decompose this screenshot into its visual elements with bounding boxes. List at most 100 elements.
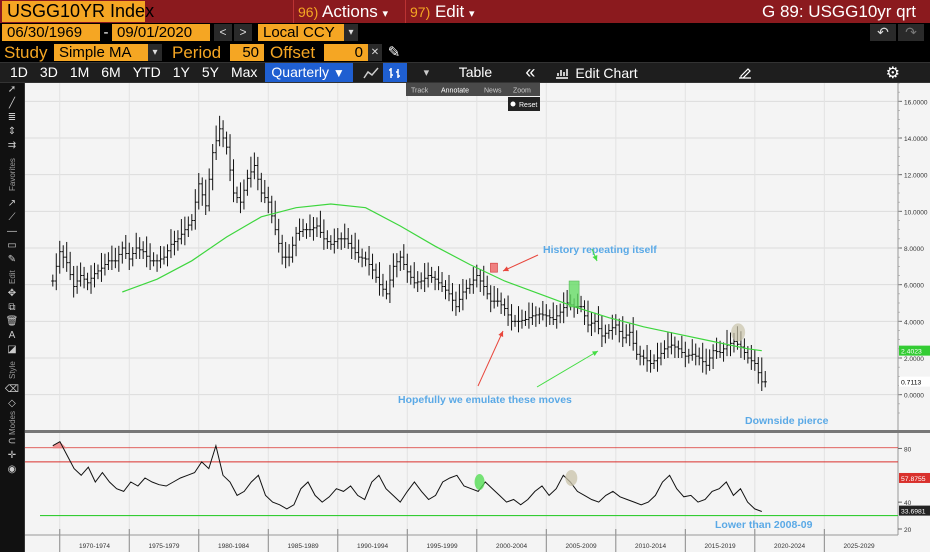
currency-select[interactable]: Local CCY	[258, 24, 344, 41]
chevron-down-icon[interactable]: ▾	[423, 67, 430, 79]
ray-tool-icon[interactable]: ↗	[7, 198, 17, 209]
annotate-tool[interactable]: Annotate	[441, 88, 469, 95]
x-axis: 1970-1974 1975-1979 1980-1984 1985-1989 1990…	[25, 529, 898, 552]
close-icon[interactable]: ✕	[368, 43, 382, 61]
grey-highlight-oval	[731, 323, 746, 342]
chart-tool-overlay: Track Annotate News Zoom Reset	[406, 83, 540, 111]
panel-divider	[25, 430, 930, 433]
undo-icon[interactable]: ↶	[870, 24, 896, 41]
frequency-select[interactable]: Quarterly ▼	[265, 63, 354, 82]
y-tick-label: 4.0000	[904, 319, 924, 326]
period-buttons: 1D 3D 1M 6M YTD 1Y 5Y Max	[4, 63, 263, 82]
x-tick-label: 2005-2009	[566, 543, 597, 550]
toolbar: 1D 3D 1M 6M YTD 1Y 5Y Max Quarterly ▼ ▾ Table «…	[0, 62, 930, 83]
rsi-upper-label: 57.8755	[901, 476, 926, 483]
pen-icon[interactable]: ✎	[387, 44, 401, 61]
study-bar: Study Simple MA ▾ Period 50 Offset 0 ✕ ✎	[0, 42, 930, 62]
rsi-series: 80 40 20	[25, 441, 912, 534]
annotation-text: Downside pierce	[745, 415, 829, 427]
period-button-1y[interactable]: 1Y	[172, 64, 190, 80]
hline-tool-icon[interactable]: —	[7, 226, 17, 237]
chart-tool-strip	[406, 83, 540, 96]
period-button-1d[interactable]: 1D	[10, 64, 28, 80]
measure-tool-icon[interactable]: ⇕	[7, 126, 17, 137]
last-price-label-bg	[899, 376, 930, 387]
period-button-1m[interactable]: 1M	[69, 64, 90, 80]
offset-field[interactable]: 0	[324, 43, 368, 61]
news-tool[interactable]: News	[484, 88, 502, 95]
eraser-icon[interactable]: ⌫	[4, 384, 20, 395]
magnet-icon[interactable]: ⊂	[7, 436, 17, 447]
fib-tool-icon[interactable]: ≣	[7, 112, 17, 123]
redo-icon[interactable]: ↷	[898, 24, 924, 41]
rsi-last-label: 33.6981	[901, 509, 926, 516]
period-button-6m[interactable]: 6M	[101, 64, 121, 80]
cursor-icon[interactable]: ➚	[7, 84, 17, 95]
green-arrow-bottom	[536, 350, 599, 388]
date-range-bar: 06/30/1969 - 09/01/2020 < > Local CCY ▾ …	[0, 23, 930, 42]
y-tick-label: 8.0000	[904, 246, 924, 253]
y-tick-label: 12.0000	[904, 173, 928, 180]
channel-tool-icon[interactable]: ⇉	[7, 140, 17, 151]
draw-icon[interactable]	[705, 67, 785, 79]
x-tick-label: 2020-2024	[774, 543, 805, 550]
gear-icon[interactable]: ⚙	[885, 64, 900, 82]
chevron-down-icon[interactable]: ▾	[148, 43, 162, 61]
y-tick-label: 2.0000	[904, 356, 924, 363]
actions-num: 96)	[298, 4, 319, 20]
annotations: History repeating itself Hopefully we emu…	[398, 244, 829, 531]
chart-area[interactable]: 16.0000 14.0000 12.0000 10.0000 8.0000 6.0000…	[0, 83, 930, 552]
prev-range-button[interactable]: <	[214, 24, 232, 41]
move-icon[interactable]: ✥	[7, 288, 17, 299]
zoom-tool[interactable]: Zoom	[513, 88, 531, 95]
title-bar: USGG10YR Index 96) Actions ▾ 97) Edit ▾ …	[0, 0, 930, 23]
table-button[interactable]: Table	[458, 64, 493, 80]
line-tool-icon[interactable]: ╱	[8, 98, 16, 109]
actions-menu[interactable]: 96) Actions ▾	[293, 0, 405, 23]
x-tick-label: 1990-1994	[357, 543, 388, 550]
color-tool-icon[interactable]: ◪	[7, 344, 17, 355]
trash-icon[interactable]: 🗑	[5, 316, 19, 327]
rsi-grey-oval	[565, 469, 578, 486]
line-chart-icon[interactable]	[359, 63, 383, 82]
period-button-5y[interactable]: 5Y	[201, 64, 219, 80]
chevron-down-icon[interactable]: ▾	[344, 24, 358, 41]
x-tick-label: 1985-1989	[287, 543, 318, 550]
crosshair-icon[interactable]: ✛	[7, 450, 17, 461]
copy-icon[interactable]: ⧉	[8, 302, 16, 313]
period-button-3d[interactable]: 3D	[39, 64, 58, 80]
pen-tool-icon[interactable]: ✎	[7, 254, 17, 265]
chart-icon	[556, 68, 569, 79]
x-tick-label: 1975-1979	[148, 543, 179, 550]
collapse-icon[interactable]: «	[525, 62, 536, 82]
bar-chart-icon[interactable]	[383, 63, 408, 82]
rect-tool-icon[interactable]: ▭	[7, 240, 17, 251]
frequency-label: Quarterly	[271, 64, 329, 80]
rsi-tick-label: 80	[904, 446, 912, 453]
period-button-ytd[interactable]: YTD	[132, 64, 161, 80]
ticker-field[interactable]: USGG10YR Index	[2, 1, 154, 22]
next-range-button[interactable]: >	[234, 24, 252, 41]
reset-button[interactable]	[508, 97, 540, 111]
palette-icon[interactable]: ◉	[7, 464, 17, 475]
end-date-field[interactable]: 09/01/2020	[112, 24, 210, 41]
shape-tool-icon[interactable]: ◇	[8, 398, 16, 409]
rsi-line	[52, 441, 762, 512]
reset-icon	[510, 101, 516, 107]
period-button-max[interactable]: Max	[230, 64, 258, 80]
trend-tool-icon[interactable]: ⟋	[8, 212, 16, 223]
annotation-text: History repeating itself	[543, 244, 657, 256]
x-tick-label: 2010-2014	[635, 543, 666, 550]
start-date-field[interactable]: 06/30/1969	[2, 24, 100, 41]
text-tool-icon[interactable]: A	[8, 330, 16, 341]
edit-chart-button[interactable]: Edit Chart	[555, 65, 705, 81]
study-type-select[interactable]: Simple MA	[54, 43, 148, 61]
right-title: G 89: USGG10yr qrt	[762, 1, 916, 21]
period-field[interactable]: 50	[230, 43, 264, 61]
green-highlight-box	[568, 280, 580, 308]
edit-menu[interactable]: 97) Edit ▾	[405, 0, 520, 23]
value-labels: 2.4023 0.7113 57.8755 33.6981	[899, 345, 930, 516]
track-tool[interactable]: Track	[411, 88, 429, 95]
y-tick-label: 10.0000	[904, 209, 928, 216]
annotation-text: Hopefully we emulate these moves	[398, 394, 572, 406]
